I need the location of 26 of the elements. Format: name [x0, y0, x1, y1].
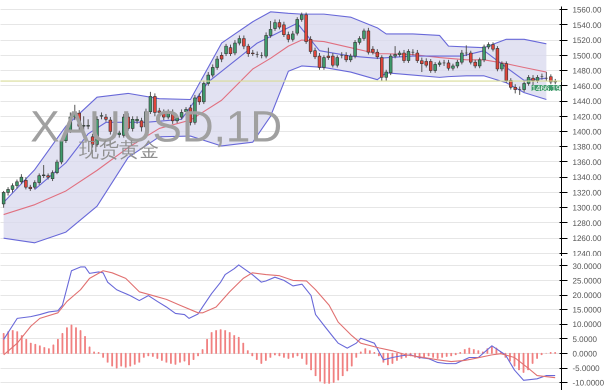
y-tick-label: 1520.00 [572, 36, 602, 46]
y-tick-label: 10.0000 [572, 320, 602, 330]
y-tick-label: 20.0000 [572, 291, 602, 300]
y-tick-label: 1380.00 [572, 142, 602, 152]
y-tick-label: -10.0000 [572, 378, 605, 388]
y-tick-label: 1400.00 [572, 128, 602, 136]
y-tick-label: 1300.00 [572, 204, 602, 213]
y-tick-label: 0.0000 [572, 349, 598, 358]
y-tick-label: 30.0000 [572, 262, 602, 271]
y-tick-label: 25.0000 [572, 276, 602, 286]
y-tick-label: 1540.00 [572, 20, 602, 30]
y-tick-label: 1460.00 [572, 82, 602, 91]
y-tick-label: 1500.00 [572, 51, 602, 60]
y-tick-label: -5.0000 [572, 364, 600, 374]
y-tick-label: 1420.00 [572, 112, 602, 122]
y-tick-label: 1560.00 [572, 6, 602, 15]
y-tick-label: 1480.00 [572, 66, 602, 76]
y-tick-label: 1360.00 [572, 158, 602, 167]
y-tick-label: 1320.00 [572, 188, 602, 198]
y-tick-label: 1260.00 [572, 234, 602, 244]
y-tick-label: 1340.00 [572, 173, 602, 182]
ref-line-label: 1466.19 [532, 84, 562, 94]
y-tick-label: 5.0000 [572, 334, 598, 344]
y-tick-label: 1280.00 [572, 218, 602, 228]
y-tick-label: 15.0000 [572, 306, 602, 315]
y-tick-label: 1440.00 [572, 97, 602, 106]
